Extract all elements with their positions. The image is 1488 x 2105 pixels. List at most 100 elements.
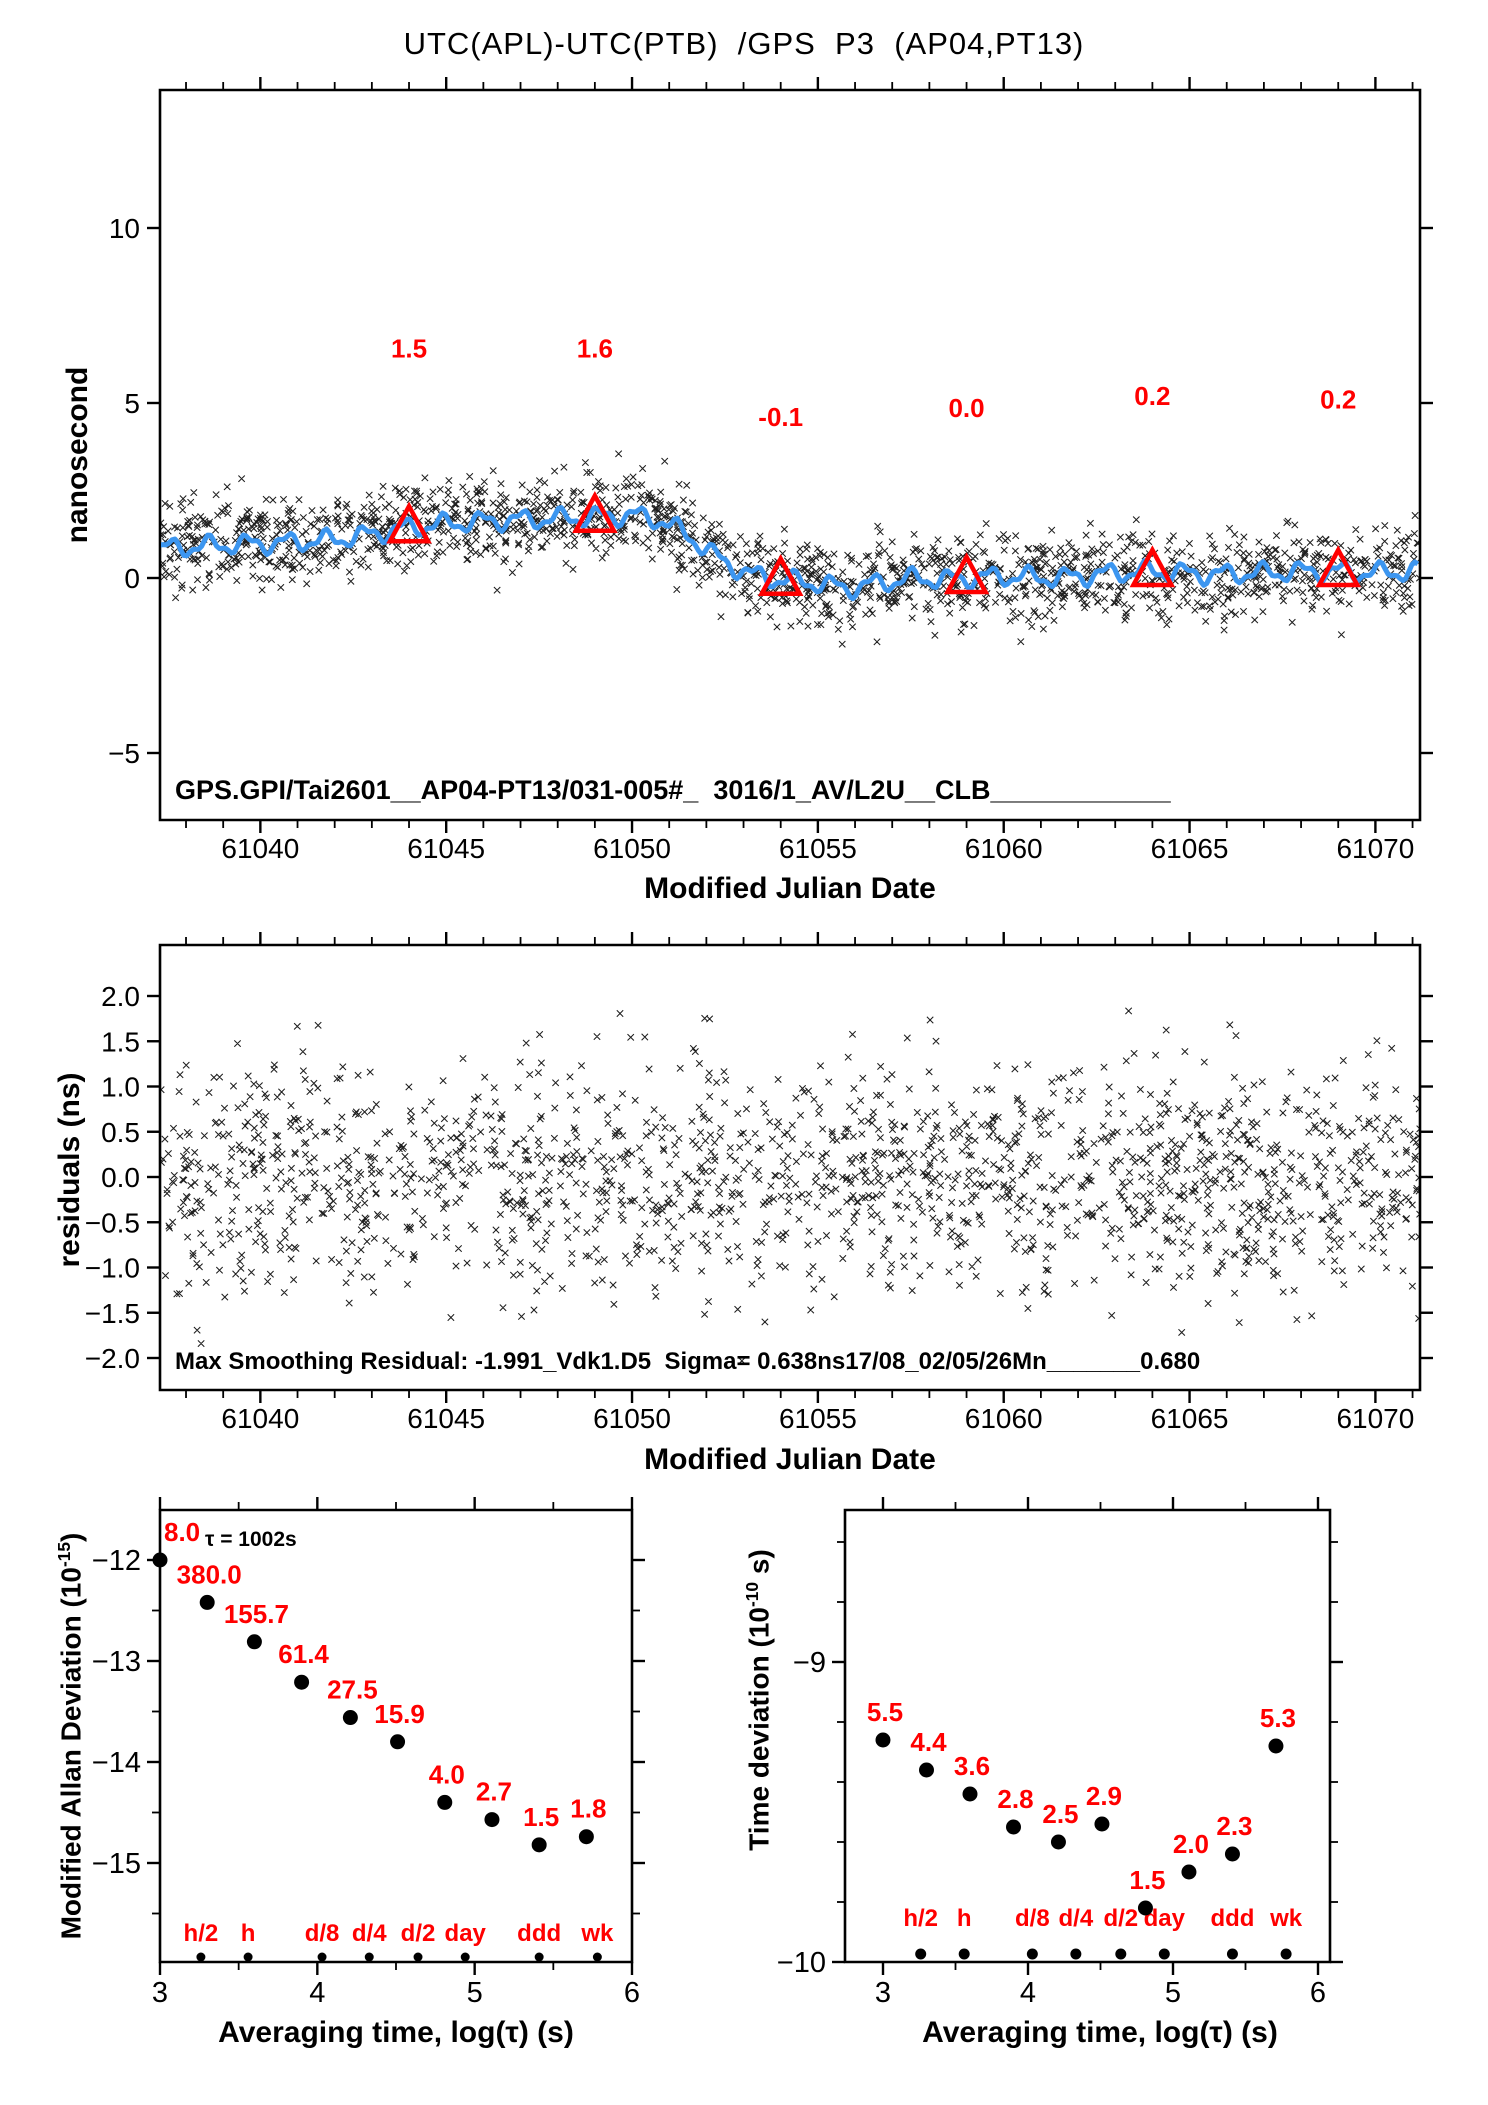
- x-tick-label: 61070: [1336, 833, 1414, 864]
- mdev-point: [342, 1710, 358, 1726]
- marker-value-label: -0.1: [758, 402, 803, 432]
- y-tick-label: −1.0: [85, 1253, 140, 1284]
- panel4-y-title-text: Time deviation (10: [743, 1607, 775, 1851]
- tdev-point: [1268, 1738, 1284, 1754]
- time-marker-dot: [534, 1952, 544, 1962]
- mdev-value-label: 2.7: [476, 1777, 512, 1807]
- x-tick-label: 61055: [779, 1403, 857, 1434]
- mdev-value-label: 1.5: [523, 1802, 559, 1832]
- triangle-marker: [386, 501, 432, 544]
- tdev-point: [1137, 1900, 1153, 1916]
- mdev-value-label: 27.5: [327, 1675, 378, 1705]
- x-tick-label: 61065: [1151, 1403, 1229, 1434]
- marker-value-label: 0.2: [1320, 384, 1356, 414]
- panel3-x-axis-title: Averaging time, log(τ) (s): [218, 2016, 574, 2049]
- x-tick-label: 61070: [1336, 1403, 1414, 1434]
- panel4-y-title-sup: -10: [742, 1581, 762, 1607]
- x-tick-label: 61065: [1151, 833, 1229, 864]
- time-marker-label: d/4: [1059, 1905, 1094, 1932]
- x-tick-label: 61045: [407, 1403, 485, 1434]
- y-tick-label: −13: [92, 1646, 141, 1678]
- panel1-annotation: GPS.GPI/Tai2601__AP04-PT13/031-005#_ 301…: [175, 775, 1171, 805]
- mdev-point: [294, 1674, 310, 1690]
- triangle-marker: [572, 491, 618, 533]
- y-tick-label: −15: [92, 1848, 141, 1880]
- time-marker-dot: [317, 1952, 327, 1962]
- y-tick-label: −9: [793, 1647, 826, 1679]
- x-tick-label: 5: [467, 1977, 483, 2009]
- y-tick-label: 1.5: [101, 1026, 140, 1057]
- mdev-value-label: 15.9: [374, 1699, 425, 1729]
- mdev-value-label: 380.0: [177, 1559, 242, 1589]
- time-marker-dot: [1115, 1948, 1127, 1960]
- time-marker-dot: [958, 1948, 970, 1960]
- triangle-marker: [943, 552, 990, 595]
- tdev-value-label: 1.5: [1129, 1865, 1165, 1895]
- y-tick-label: 1.0: [101, 1072, 140, 1103]
- time-marker-dot: [243, 1952, 253, 1962]
- y-tick-label: −5: [108, 738, 140, 769]
- tdev-point: [1050, 1834, 1066, 1850]
- y-tick-label: 5: [124, 388, 140, 419]
- time-marker-label: h/2: [903, 1905, 938, 1932]
- scatter-points: [161, 1007, 1419, 1365]
- panel3-tau-note: τ = 1002s: [205, 1528, 297, 1551]
- tdev-value-label: 4.4: [910, 1727, 947, 1757]
- panel3-y-axis-title: Modified Allan Deviation (10-15): [44, 1286, 87, 2105]
- y-tick-label: 2.0: [101, 981, 140, 1012]
- y-tick-label: 0: [124, 563, 140, 594]
- main-title: UTC(APL)-UTC(PTB) /GPS P3 (AP04,PT13): [403, 26, 1085, 61]
- panel1-x-axis-title: Modified Julian Date: [644, 872, 936, 905]
- tdev-point: [1006, 1819, 1021, 1835]
- panel4-y-title-close: s): [743, 1549, 775, 1582]
- tdev-point: [962, 1786, 978, 1802]
- mdev-point: [390, 1734, 406, 1750]
- y-tick-label: −2.0: [85, 1343, 140, 1374]
- time-marker-label: wk: [580, 1920, 614, 1947]
- x-tick-label: 61050: [593, 833, 671, 864]
- mdev-point: [437, 1794, 453, 1810]
- panel3-y-title-close: ): [55, 1532, 87, 1542]
- tdev-value-label: 2.3: [1216, 1811, 1252, 1841]
- time-marker-dot: [196, 1952, 206, 1962]
- time-marker-dot: [364, 1952, 374, 1962]
- x-tick-label: 61050: [593, 1403, 671, 1434]
- tdev-point: [919, 1762, 934, 1778]
- time-marker-dot: [1070, 1948, 1082, 1960]
- x-tick-label: 61060: [965, 833, 1043, 864]
- marker-value-label: 1.5: [391, 334, 427, 364]
- time-marker-label: h: [241, 1920, 256, 1947]
- tdev-point: [1181, 1864, 1197, 1880]
- y-tick-label: 0.5: [101, 1117, 140, 1148]
- mdev-point: [484, 1812, 500, 1828]
- time-marker-label: d/4: [352, 1920, 387, 1947]
- time-marker-dot: [460, 1952, 470, 1962]
- time-marker-label: ddd: [1210, 1905, 1254, 1932]
- y-tick-label: −0.5: [85, 1207, 140, 1238]
- mdev-value-label: 8.0: [164, 1517, 200, 1547]
- tdev-value-label: 2.9: [1086, 1781, 1122, 1811]
- time-marker-dot: [592, 1952, 602, 1962]
- axis-box: [158, 943, 1422, 1392]
- time-marker-label: h/2: [184, 1920, 219, 1947]
- tdev-value-label: 5.5: [867, 1697, 903, 1727]
- marker-value-label: 1.6: [577, 334, 613, 364]
- mdev-point: [531, 1837, 547, 1853]
- time-marker-dot: [413, 1952, 423, 1962]
- y-tick-label: −14: [92, 1747, 141, 1779]
- tdev-point: [1094, 1816, 1110, 1832]
- triangle-marker: [1315, 545, 1362, 588]
- panel2-annotation: Max Smoothing Residual: -1.991_Vdk1.D5 S…: [175, 1348, 1201, 1375]
- x-tick-label: 61040: [221, 833, 299, 864]
- y-tick-label: −1.5: [85, 1298, 140, 1329]
- scatter-points: [161, 450, 1419, 648]
- mdev-point: [199, 1594, 215, 1610]
- time-marker-label: day: [445, 1920, 487, 1947]
- tdev-point: [1224, 1846, 1240, 1862]
- marker-value-label: 0.0: [948, 393, 984, 423]
- x-tick-label: 61055: [779, 833, 857, 864]
- x-tick-label: 4: [1020, 1977, 1036, 2009]
- panel4-x-axis-title: Averaging time, log(τ) (s): [922, 2016, 1278, 2049]
- panel4-y-axis-title: Time deviation (10-10 s): [732, 1250, 775, 2105]
